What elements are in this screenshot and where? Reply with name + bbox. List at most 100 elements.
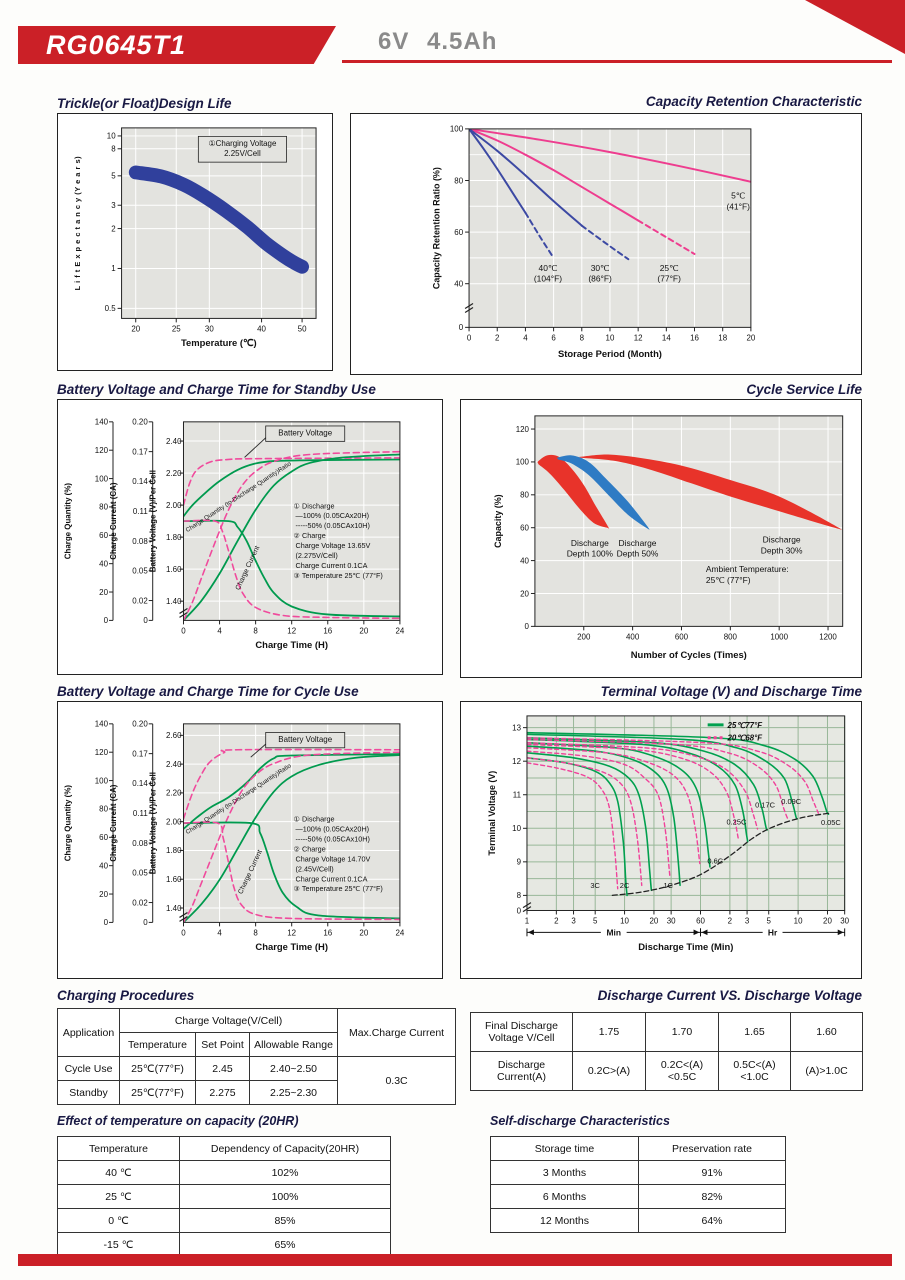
svg-text:3: 3 <box>111 201 116 210</box>
svg-text:0.14: 0.14 <box>132 477 148 486</box>
svg-text:25: 25 <box>172 324 181 333</box>
temp-40-value: 102% <box>179 1160 391 1185</box>
svg-text:0.20: 0.20 <box>132 720 148 729</box>
svg-text:Terminal Voltage (V): Terminal Voltage (V) <box>487 771 497 856</box>
svg-text:0.17: 0.17 <box>132 749 148 758</box>
svg-text:20: 20 <box>650 916 659 925</box>
discharge-current-1: 0.2C>(A) <box>572 1051 646 1091</box>
table-row: 6 Months 82% <box>490 1184 786 1209</box>
svg-text:0.14: 0.14 <box>132 779 148 788</box>
final-voltage-4: 1.60 <box>790 1012 863 1052</box>
discharge-current-3: 0.5C<(A)<1.0C <box>718 1051 791 1091</box>
svg-text:① Discharge —100% (0.05CAx20H: ① Discharge —100% (0.05CAx20H) -----50% … <box>294 815 383 893</box>
temp-capacity-header-temperature: Temperature <box>57 1136 180 1161</box>
table-row: Temperature Set Point Allowable Range <box>58 1032 456 1057</box>
svg-text:8: 8 <box>253 928 258 937</box>
title-standby-charge: Battery Voltage and Charge Time for Stan… <box>57 382 376 397</box>
final-voltage-2: 1.70 <box>645 1012 719 1052</box>
svg-text:16: 16 <box>690 333 699 342</box>
svg-text:2.40: 2.40 <box>166 437 182 446</box>
title-temp-capacity: Effect of temperature on capacity (20HR) <box>57 1114 299 1128</box>
final-voltage-3: 1.65 <box>718 1012 791 1052</box>
svg-text:80: 80 <box>99 805 108 814</box>
charging-max-current-value: 0.3C <box>337 1056 457 1105</box>
svg-text:1: 1 <box>111 264 116 273</box>
table-row: Temperature Dependency of Capacity(20HR) <box>57 1136 391 1161</box>
svg-text:20: 20 <box>520 589 529 598</box>
svg-text:Ambient Temperature:25℃ (77°F): Ambient Temperature: 25℃ (77°F) <box>706 564 789 585</box>
svg-text:0.05: 0.05 <box>132 567 148 576</box>
svg-text:1.60: 1.60 <box>166 875 182 884</box>
temp-minus15-label: -15 ℃ <box>57 1232 180 1257</box>
svg-text:80: 80 <box>99 503 108 512</box>
svg-text:0.17C: 0.17C <box>755 800 775 809</box>
svg-text:1C: 1C <box>663 881 673 890</box>
table-row: Final Discharge Voltage V/Cell 1.75 1.70… <box>470 1012 863 1052</box>
svg-text:Battery Voltage: Battery Voltage <box>278 428 332 437</box>
svg-text:20: 20 <box>823 916 832 925</box>
svg-text:Capacity Retention Ratio (%): Capacity Retention Ratio (%) <box>431 167 441 289</box>
final-voltage-1: 1.75 <box>572 1012 646 1052</box>
footer-bar <box>18 1254 892 1266</box>
charging-cycle-use-range: 2.40~2.50 <box>248 1056 339 1081</box>
svg-text:10: 10 <box>512 824 521 833</box>
svg-text:80: 80 <box>520 491 529 500</box>
svg-text:600: 600 <box>675 632 689 641</box>
svg-text:60: 60 <box>99 531 108 540</box>
svg-text:2: 2 <box>495 333 499 342</box>
svg-text:3C: 3C <box>590 881 600 890</box>
svg-text:100: 100 <box>450 125 464 134</box>
svg-text:2.00: 2.00 <box>166 817 182 826</box>
table-row: Storage time Preservation rate <box>490 1136 786 1161</box>
svg-text:8: 8 <box>517 891 522 900</box>
svg-text:① Discharge —100% (0.05CAx20H: ① Discharge —100% (0.05CAx20H) -----50% … <box>293 501 382 579</box>
svg-text:20: 20 <box>746 333 755 342</box>
svg-text:1.80: 1.80 <box>166 533 182 542</box>
svg-text:40: 40 <box>257 324 266 333</box>
svg-text:6: 6 <box>551 333 556 342</box>
svg-text:Hr: Hr <box>768 927 778 937</box>
svg-text:0.08: 0.08 <box>132 537 148 546</box>
svg-text:0.17: 0.17 <box>132 447 148 456</box>
final-discharge-voltage-label: Final Discharge Voltage V/Cell <box>470 1012 573 1052</box>
temp-0-label: 0 ℃ <box>57 1208 180 1233</box>
svg-text:30: 30 <box>840 916 849 925</box>
svg-text:0: 0 <box>143 918 148 927</box>
svg-text:0: 0 <box>525 622 530 631</box>
svg-text:1.40: 1.40 <box>166 904 182 913</box>
charging-header-set-point: Set Point <box>195 1032 250 1057</box>
charging-standby-application: Standby <box>57 1080 120 1105</box>
storage-3-months: 3 Months <box>490 1160 639 1185</box>
temperature-capacity-table: Temperature Dependency of Capacity(20HR)… <box>57 1136 391 1257</box>
svg-text:2: 2 <box>728 916 733 925</box>
svg-text:24: 24 <box>395 626 404 635</box>
charging-header-application: Application <box>57 1008 120 1057</box>
svg-text:10: 10 <box>606 333 615 342</box>
svg-text:0.02: 0.02 <box>132 898 148 907</box>
svg-text:1.60: 1.60 <box>166 565 182 574</box>
svg-text:1: 1 <box>525 916 530 925</box>
svg-text:0.08: 0.08 <box>132 839 148 848</box>
temp-0-value: 85% <box>179 1208 391 1233</box>
svg-text:Battery Voltage: Battery Voltage <box>278 735 332 744</box>
svg-text:9: 9 <box>517 858 522 867</box>
svg-text:5: 5 <box>593 916 598 925</box>
svg-text:60: 60 <box>696 916 705 925</box>
battery-spec: 6V 4.5Ah <box>378 28 498 55</box>
svg-text:8: 8 <box>253 626 258 635</box>
svg-text:20℃68°F: 20℃68°F <box>727 734 764 743</box>
svg-text:12: 12 <box>512 757 521 766</box>
svg-text:4: 4 <box>217 928 222 937</box>
capacity-retention-panel: 0 2 4 6 8 10 12 14 16 18 20 Storage Period (Month) 0… <box>350 113 862 375</box>
svg-text:20: 20 <box>359 626 368 635</box>
svg-text:20: 20 <box>99 890 108 899</box>
svg-text:Charge Current (CA): Charge Current (CA) <box>109 784 118 862</box>
svg-text:60: 60 <box>520 523 529 532</box>
svg-text:0.20: 0.20 <box>132 418 148 427</box>
svg-text:0.09C: 0.09C <box>781 797 801 806</box>
trickle-design-life-chart: 20 25 30 40 50 Temperature (℃) 0.5 1 2 3 5 8 10 L i f… <box>73 127 317 348</box>
svg-text:2.20: 2.20 <box>166 469 182 478</box>
svg-text:Temperature (℃): Temperature (℃) <box>181 337 257 348</box>
